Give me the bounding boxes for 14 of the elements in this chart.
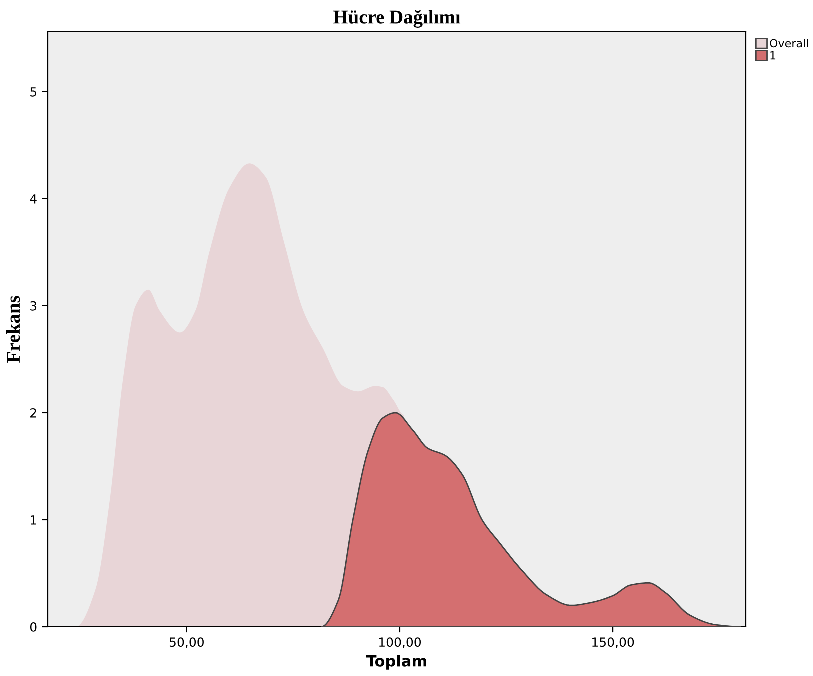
y-tick-label: 1 (31, 516, 36, 525)
x-tick-label: 50,00 (170, 638, 204, 648)
x-tick-label: 100,00 (379, 638, 422, 648)
x-axis-title: Toplam (366, 655, 426, 670)
chart-title: Hücre Dağılımı (334, 10, 461, 28)
x-tick-label: 150,00 (592, 638, 634, 648)
legend-label: 1 (770, 52, 776, 60)
y-tick-label: 5 (30, 88, 36, 97)
legend-label: Overall (770, 39, 808, 48)
y-axis-title: Frekans (6, 296, 20, 364)
y-tick-label: 0 (30, 622, 37, 632)
y-tick-label: 2 (30, 408, 36, 418)
y-tick-label: 3 (30, 301, 37, 311)
y-tick-label: 4 (30, 194, 37, 204)
